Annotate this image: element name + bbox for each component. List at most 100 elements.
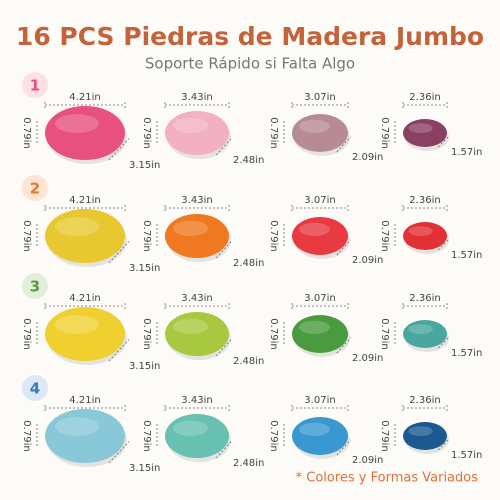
- row-number: 3: [30, 278, 40, 296]
- width-line: [164, 303, 230, 309]
- stone: [292, 217, 348, 255]
- depth-line: [108, 441, 130, 464]
- row-badge: [22, 175, 48, 201]
- width-line: [164, 102, 230, 108]
- width-line: [402, 405, 448, 411]
- stone: [45, 307, 125, 361]
- width-label: 3.43in: [181, 293, 212, 304]
- depth-label: 1.57in: [451, 250, 482, 261]
- row-badge: [22, 375, 48, 401]
- width-line: [402, 102, 448, 108]
- stone: [45, 409, 125, 463]
- height-label: 0.79in: [268, 117, 279, 148]
- stone: [165, 312, 229, 356]
- stone: [403, 222, 447, 250]
- height-label: 0.79in: [21, 220, 32, 251]
- stone: [403, 422, 447, 450]
- width-label: 2.36in: [409, 92, 440, 103]
- width-label: 4.21in: [69, 195, 100, 206]
- stone-highlight: [299, 320, 330, 334]
- width-label: 3.07in: [304, 293, 335, 304]
- stone-highlight: [173, 220, 209, 236]
- width-label: 3.43in: [181, 395, 212, 406]
- height-label: 0.79in: [379, 220, 390, 251]
- stone: [403, 320, 447, 348]
- height-label: 0.79in: [379, 318, 390, 349]
- depth-label: 2.09in: [352, 455, 383, 466]
- depth-label: 2.48in: [233, 258, 264, 269]
- width-label: 3.43in: [181, 92, 212, 103]
- width-line: [44, 405, 126, 411]
- height-label: 0.79in: [268, 220, 279, 251]
- height-label: 0.79in: [21, 420, 32, 451]
- width-label: 3.43in: [181, 195, 212, 206]
- depth-label: 1.57in: [451, 348, 482, 359]
- depth-label: 2.48in: [233, 155, 264, 166]
- depth-label: 3.15in: [129, 263, 160, 274]
- stone-highlight: [173, 318, 209, 334]
- depth-line: [437, 238, 450, 251]
- depth-line: [336, 136, 352, 153]
- width-line: [164, 205, 230, 211]
- row-badge: [22, 273, 48, 299]
- width-label: 4.21in: [69, 92, 100, 103]
- width-label: 4.21in: [69, 293, 100, 304]
- row-number: 4: [30, 380, 40, 398]
- height-label: 0.79in: [379, 117, 390, 148]
- stone-highlight: [55, 217, 99, 236]
- stone: [165, 111, 229, 155]
- height-label: 0.79in: [268, 420, 279, 451]
- stone-highlight: [408, 123, 433, 133]
- width-line: [402, 205, 448, 211]
- width-line: [44, 303, 126, 309]
- depth-label: 2.09in: [352, 152, 383, 163]
- stone-highlight: [173, 420, 209, 436]
- stone: [165, 214, 229, 258]
- stone: [45, 106, 125, 160]
- depth-line: [437, 438, 450, 451]
- row-number: 1: [30, 77, 40, 95]
- height-label: 0.79in: [141, 318, 152, 349]
- height-label: 0.79in: [21, 318, 32, 349]
- depth-label: 2.09in: [352, 255, 383, 266]
- stone: [292, 417, 348, 455]
- height-label: 0.79in: [268, 318, 279, 349]
- width-label: 3.07in: [304, 395, 335, 406]
- width-line: [44, 205, 126, 211]
- stone-highlight: [408, 324, 433, 334]
- title: 16 PCS Piedras de Madera Jumbo: [16, 22, 484, 51]
- width-line: [291, 102, 349, 108]
- stone-highlight: [299, 119, 330, 133]
- height-label: 0.79in: [379, 420, 390, 451]
- stone: [292, 315, 348, 353]
- depth-label: 2.48in: [233, 458, 264, 469]
- stone: [165, 414, 229, 458]
- width-line: [291, 405, 349, 411]
- stone: [45, 209, 125, 263]
- width-label: 2.36in: [409, 195, 440, 206]
- depth-line: [437, 135, 450, 148]
- depth-line: [336, 439, 352, 456]
- stone: [403, 119, 447, 147]
- row-badge: [22, 72, 48, 98]
- depth-label: 3.15in: [129, 160, 160, 171]
- width-label: 2.36in: [409, 293, 440, 304]
- note: * Colores y Formas Variados: [296, 471, 479, 486]
- stone-highlight: [55, 417, 99, 436]
- stone: [292, 114, 348, 152]
- stone-highlight: [299, 422, 330, 436]
- stone-highlight: [299, 222, 330, 237]
- width-label: 4.21in: [69, 395, 100, 406]
- depth-label: 2.48in: [233, 356, 264, 367]
- width-label: 3.07in: [304, 92, 335, 103]
- stone-highlight: [55, 315, 99, 334]
- subtitle: Soporte Rápido si Falta Algo: [145, 55, 355, 73]
- height-label: 0.79in: [141, 117, 152, 148]
- depth-label: 1.57in: [451, 450, 482, 461]
- width-label: 2.36in: [409, 395, 440, 406]
- stone-highlight: [408, 426, 433, 436]
- depth-line: [336, 239, 352, 256]
- depth-line: [336, 337, 352, 354]
- stone-highlight: [173, 117, 209, 133]
